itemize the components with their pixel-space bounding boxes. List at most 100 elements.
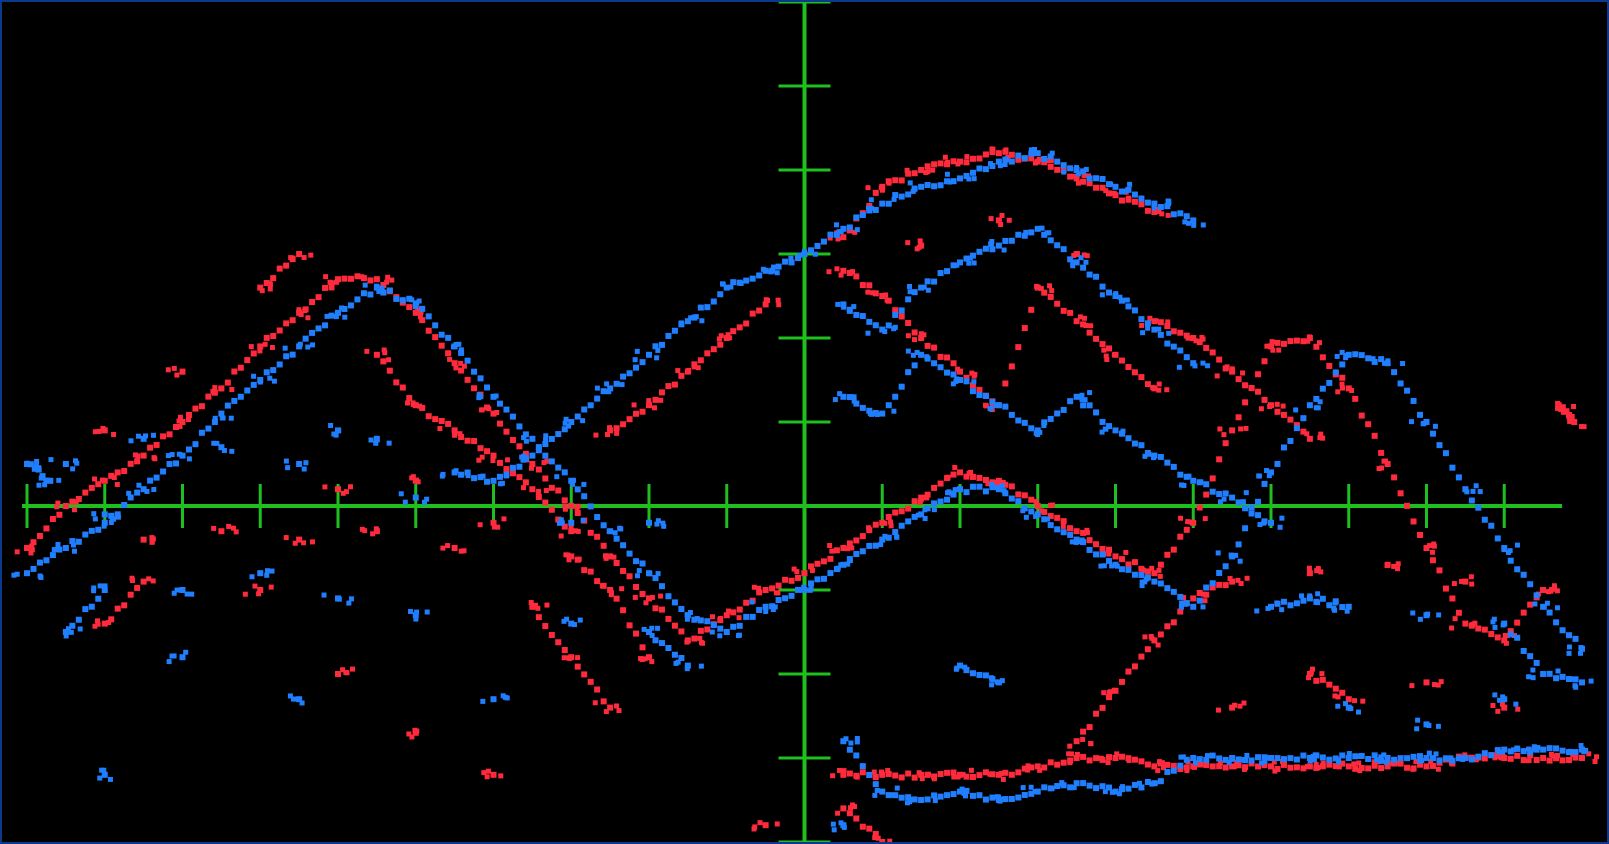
data-point-interp bbox=[154, 442, 160, 448]
data-point-interp bbox=[588, 679, 594, 685]
data-point-interp bbox=[886, 792, 892, 798]
data-point-interp bbox=[471, 438, 477, 444]
data-point-interp bbox=[1119, 189, 1125, 195]
data-point-sample bbox=[1279, 516, 1284, 521]
data-point-interp bbox=[847, 270, 853, 276]
data-point-interp bbox=[1125, 669, 1131, 675]
data-point-interp bbox=[555, 488, 561, 494]
data-point-sample bbox=[633, 595, 638, 600]
data-point-sample bbox=[1035, 432, 1040, 437]
data-point-sample bbox=[340, 667, 345, 672]
data-point-interp bbox=[1210, 763, 1216, 769]
data-point-sample bbox=[1150, 385, 1155, 390]
data-point-sample bbox=[1061, 524, 1066, 529]
data-point-sample bbox=[1513, 702, 1518, 707]
data-point-interp bbox=[380, 290, 386, 296]
data-point-interp bbox=[892, 192, 898, 198]
data-point-interp bbox=[1125, 561, 1131, 567]
data-point-sample bbox=[1530, 668, 1535, 673]
data-point-interp bbox=[931, 792, 937, 798]
data-point-interp bbox=[354, 296, 360, 302]
data-point-interp bbox=[1125, 435, 1131, 441]
data-point-sample bbox=[953, 379, 958, 384]
data-point-sample bbox=[1200, 361, 1205, 366]
data-point-sample bbox=[839, 273, 844, 278]
data-point-interp bbox=[1093, 711, 1099, 717]
data-point-interp bbox=[1067, 310, 1073, 316]
data-point-sample bbox=[440, 546, 445, 551]
data-point-sample bbox=[635, 349, 640, 354]
data-point-sample bbox=[1216, 708, 1221, 713]
data-point-interp bbox=[627, 416, 633, 422]
data-point-sample bbox=[283, 346, 288, 351]
data-point-interp bbox=[899, 508, 905, 514]
data-point-sample bbox=[1021, 785, 1026, 790]
data-point-sample bbox=[613, 530, 618, 535]
data-point-sample bbox=[919, 497, 924, 502]
data-point-interp bbox=[542, 441, 548, 447]
data-point-interp bbox=[536, 494, 542, 500]
data-point-interp bbox=[147, 478, 153, 484]
data-point-interp bbox=[1236, 376, 1242, 382]
data-point-interp bbox=[1372, 433, 1378, 439]
data-point-interp bbox=[808, 580, 814, 586]
data-point-interp bbox=[1093, 409, 1099, 415]
data-point-interp bbox=[711, 299, 717, 305]
data-point-sample bbox=[146, 576, 151, 581]
data-point-interp bbox=[173, 460, 179, 466]
data-point-interp bbox=[1158, 760, 1164, 766]
data-point-sample bbox=[1003, 162, 1008, 167]
data-point-interp bbox=[1255, 389, 1261, 395]
data-point-interp bbox=[892, 177, 898, 183]
data-point-interp bbox=[1274, 755, 1280, 761]
data-point bbox=[763, 587, 769, 593]
data-point-interp bbox=[1158, 204, 1164, 210]
data-point-sample bbox=[685, 617, 690, 622]
data-point-interp bbox=[361, 290, 367, 296]
data-point-sample bbox=[1378, 754, 1383, 759]
data-point-sample bbox=[1426, 723, 1431, 728]
data-point-sample bbox=[406, 731, 411, 736]
data-point-interp bbox=[167, 431, 173, 437]
data-point-interp bbox=[426, 413, 432, 419]
data-point bbox=[1579, 679, 1585, 685]
data-point-sample bbox=[270, 345, 275, 350]
data-point-sample bbox=[1080, 737, 1085, 742]
data-point-interp bbox=[244, 387, 250, 393]
data-point-interp bbox=[652, 397, 658, 403]
data-point-sample bbox=[91, 585, 96, 590]
data-point-interp bbox=[899, 177, 905, 183]
data-point-sample bbox=[686, 368, 691, 373]
data-point-sample bbox=[529, 600, 534, 605]
data-point-sample bbox=[252, 584, 257, 589]
data-point-interp bbox=[1132, 307, 1138, 313]
data-point-sample bbox=[685, 666, 690, 671]
data-point-interp bbox=[497, 401, 503, 407]
data-point-interp bbox=[1560, 627, 1566, 633]
data-point-sample bbox=[38, 575, 43, 580]
data-point-sample bbox=[655, 626, 660, 631]
data-point bbox=[491, 696, 497, 702]
data-point-interp bbox=[1009, 496, 1015, 502]
data-point-sample bbox=[1267, 473, 1272, 478]
data-point-sample bbox=[1191, 223, 1196, 228]
data-point-interp bbox=[892, 312, 898, 318]
data-point bbox=[24, 570, 30, 576]
data-point-sample bbox=[1007, 218, 1012, 223]
data-point-interp bbox=[1287, 338, 1293, 344]
data-point-interp bbox=[1197, 598, 1203, 604]
data-point-sample bbox=[872, 770, 877, 775]
data-point-sample bbox=[954, 263, 959, 268]
data-point-interp bbox=[1203, 492, 1209, 498]
data-point-sample bbox=[1156, 643, 1161, 648]
data-point-interp bbox=[769, 603, 775, 609]
data-point-interp bbox=[1547, 745, 1553, 751]
data-point-interp bbox=[976, 392, 982, 398]
data-point bbox=[141, 453, 147, 459]
data-point-interp bbox=[1339, 752, 1345, 758]
data-point-sample bbox=[868, 411, 873, 416]
data-point-interp bbox=[1061, 162, 1067, 168]
data-point bbox=[63, 461, 69, 467]
data-point-interp bbox=[1061, 246, 1067, 252]
data-point-interp bbox=[348, 302, 354, 308]
